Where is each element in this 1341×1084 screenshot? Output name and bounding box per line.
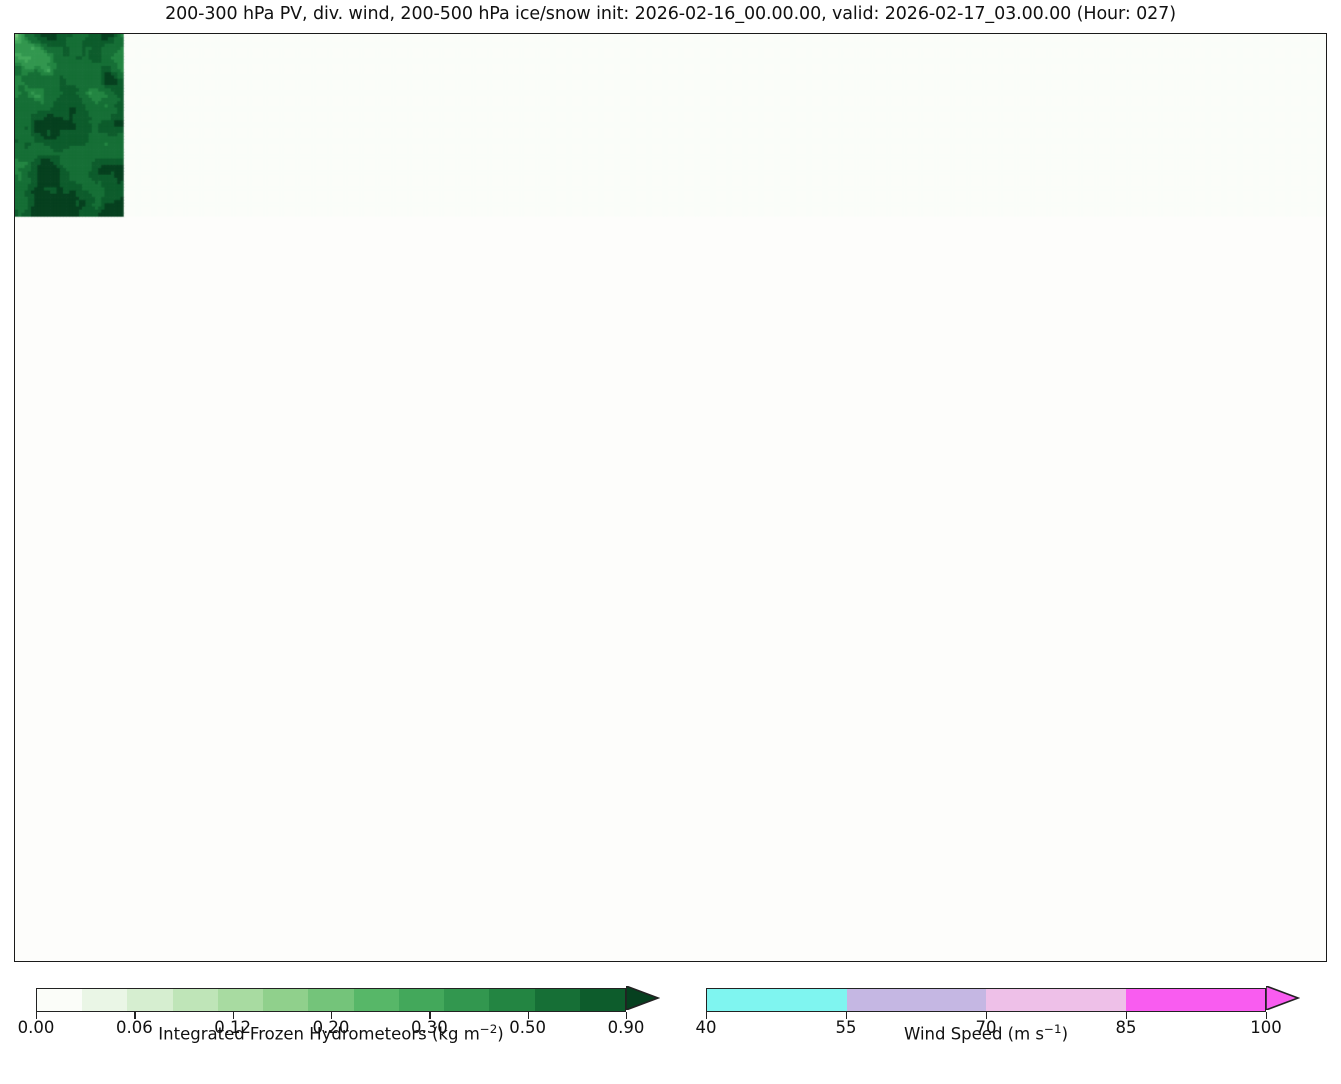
colorbar-ice-snow-ticks: 0.00 0.06 0.12 0.20 0.30 0.50 0.90 bbox=[18, 1012, 644, 1037]
colorbar-ice-snow-segment-1 bbox=[82, 989, 128, 1011]
colorbar-wind-speed-tick-2 bbox=[986, 1012, 988, 1019]
colorbar-ice-snow-ticklabel-1: 0.06 bbox=[115, 1018, 153, 1037]
colorbar-ice-snow-ticklabel-0: 0.00 bbox=[17, 1018, 55, 1037]
colorbar-wind-speed: 40 55 70 85 100 Wind Speed (m s−1) bbox=[696, 986, 1300, 1044]
colorbar-ice-snow-tick-1 bbox=[134, 1012, 136, 1019]
colorbar-wind-speed-bar bbox=[706, 988, 1266, 1012]
colorbar-wind-speed-segment-2 bbox=[986, 989, 1126, 1011]
colorbar-ice-snow-segment-9 bbox=[444, 989, 490, 1011]
map-canvas[interactable] bbox=[15, 34, 1326, 961]
figure-title: 200-300 hPa PV, div. wind, 200-500 hPa i… bbox=[165, 4, 1176, 24]
colorbar-wind-speed-ticklabel-2: 70 bbox=[975, 1018, 997, 1037]
colorbar-ice-snow-segment-2 bbox=[127, 989, 173, 1011]
colorbar-ice-snow-segment-3 bbox=[172, 989, 218, 1011]
colorbar-ice-snow-segment-0 bbox=[37, 989, 83, 1011]
colorbar-ice-snow-ticklabel-2: 0.12 bbox=[214, 1018, 252, 1037]
colorbar-wind-speed-ticklabel-3: 85 bbox=[1115, 1018, 1137, 1037]
colorbar-ice-snow-ticklabel-5: 0.50 bbox=[509, 1018, 547, 1037]
colorbar-ice-snow-segment-5 bbox=[263, 989, 309, 1011]
colorbar-wind-speed-segment-0 bbox=[707, 989, 847, 1011]
colorbar-wind-speed-tick-4 bbox=[1266, 1012, 1268, 1019]
colorbar-ice-snow-segment-4 bbox=[217, 989, 264, 1011]
colorbar-wind-speed-ticklabel-1: 55 bbox=[835, 1018, 857, 1037]
colorbar-wind-speed-label: Wind Speed (m s−1) bbox=[904, 1022, 1068, 1044]
colorbar-wind-speed-ticklabel-0: 40 bbox=[695, 1018, 717, 1037]
colorbar-wind-speed-tick-1 bbox=[846, 1012, 848, 1019]
colorbar-wind-speed-ticklabel-4: 100 bbox=[1250, 1018, 1282, 1037]
colorbar-wind-speed-tick-0 bbox=[706, 1012, 708, 1019]
colorbar-wind-speed-extend-arrow bbox=[1266, 986, 1300, 1011]
colorbar-ice-snow-bar bbox=[36, 988, 626, 1012]
colorbar-ice-snow-segment-7 bbox=[353, 989, 399, 1011]
colorbar-ice-snow-segment-8 bbox=[398, 989, 445, 1011]
colorbar-ice-snow-tick-5 bbox=[527, 1012, 530, 1019]
colorbar-ice-snow: 0.00 0.06 0.12 0.20 0.30 0.50 0.90 Integrated … bbox=[18, 986, 660, 1044]
colorbar-ice-snow-segment-12 bbox=[579, 989, 626, 1011]
map-panel[interactable] bbox=[14, 33, 1327, 962]
colorbar-ice-snow-ticklabel-4: 0.30 bbox=[410, 1018, 448, 1037]
colorbar-ice-snow-segment-6 bbox=[308, 989, 354, 1011]
colorbar-ice-snow-tick-2 bbox=[232, 1012, 235, 1019]
colorbar-wind-speed-ticks: 40 55 70 85 100 bbox=[696, 1012, 1282, 1037]
colorbar-wind-speed-tick-3 bbox=[1126, 1012, 1128, 1019]
colorbar-ice-snow-segment-10 bbox=[489, 989, 535, 1011]
colorbar-ice-snow-tick-6 bbox=[626, 1012, 628, 1019]
colorbar-ice-snow-segment-11 bbox=[534, 989, 580, 1011]
colorbar-ice-snow-tick-3 bbox=[331, 1012, 333, 1019]
colorbar-wind-speed-segment-1 bbox=[846, 989, 986, 1011]
colorbar-ice-snow-extend-arrow bbox=[626, 986, 660, 1011]
colorbar-ice-snow-ticklabel-3: 0.20 bbox=[312, 1018, 350, 1037]
colorbar-ice-snow-tick-4 bbox=[429, 1012, 431, 1019]
colorbar-wind-speed-segment-3 bbox=[1125, 989, 1265, 1011]
colorbar-ice-snow-label: Integrated Frozen Hydrometeors (kg m−2) bbox=[158, 1022, 504, 1044]
colorbar-ice-snow-ticklabel-6: 0.90 bbox=[607, 1018, 645, 1037]
colorbar-ice-snow-tick-0 bbox=[36, 1012, 38, 1019]
